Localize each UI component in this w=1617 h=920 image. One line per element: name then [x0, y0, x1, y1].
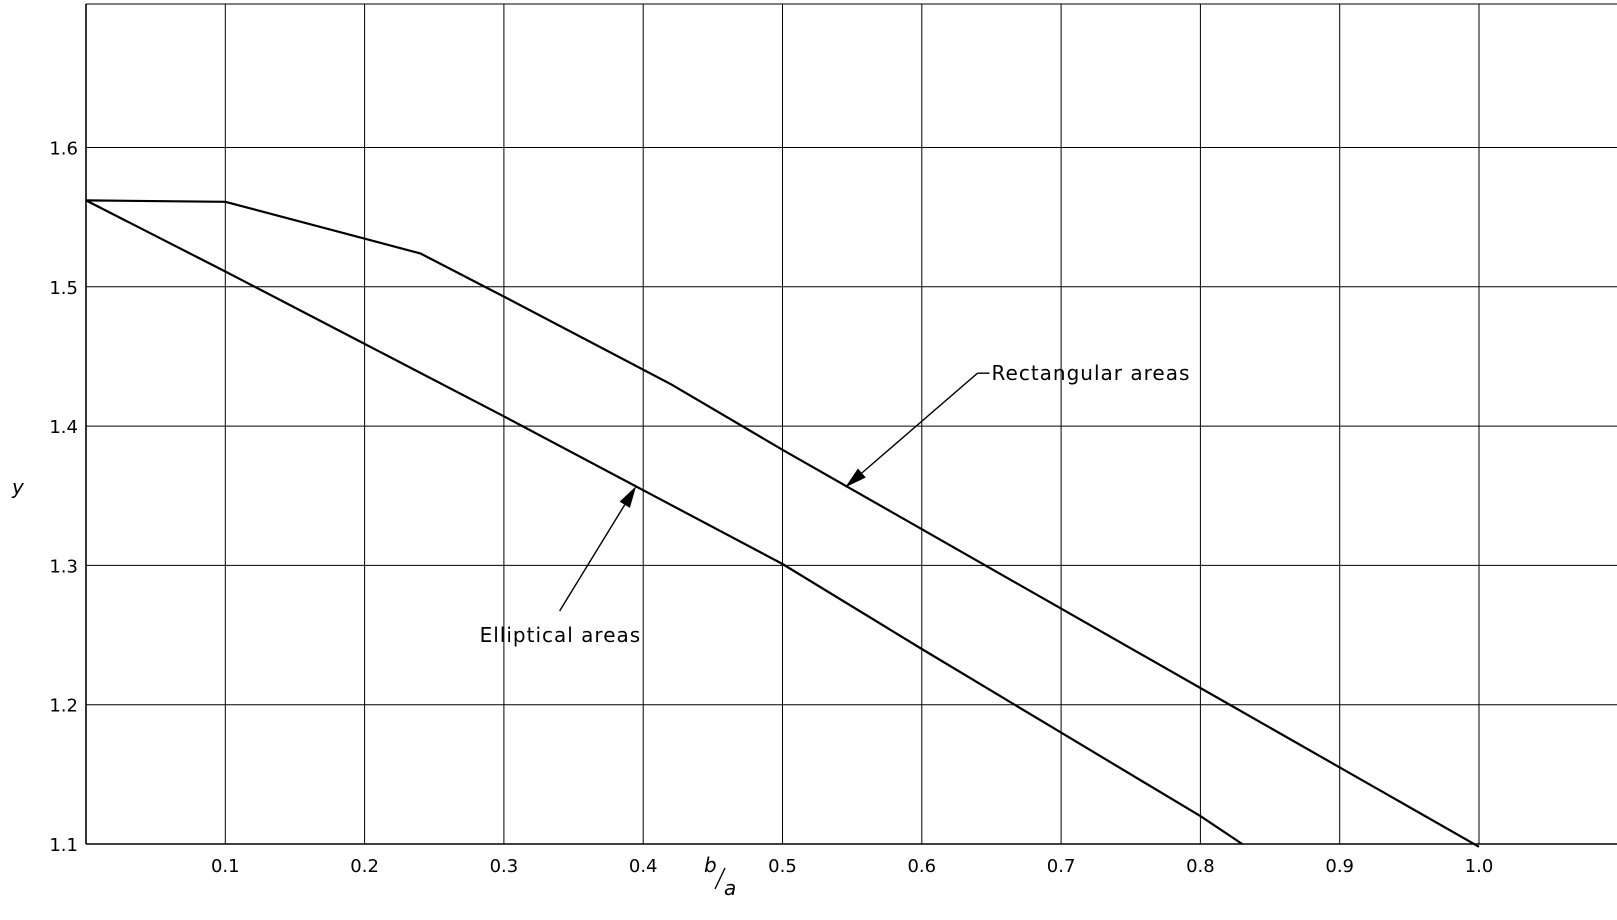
- rectangular-areas-line: [85, 199, 1480, 848]
- y-tick-label: 1.5: [49, 278, 78, 299]
- x-tick-label: 0.2: [350, 856, 379, 877]
- x-axis-label: b a: [704, 853, 736, 900]
- x-tick-label: 0.4: [629, 856, 658, 877]
- elliptical-areas-label: Elliptical areas: [480, 623, 642, 647]
- y-tick-label: 1.6: [49, 139, 78, 160]
- x-tick-label: 0.3: [490, 856, 519, 877]
- tick-labels: 0.1 0.2 0.3 0.4 0.5 0.6 0.7 0.8 0.9 1.0 1.1 1.2 1.3 1…: [49, 139, 1493, 878]
- x-tick-label: 0.6: [907, 856, 936, 877]
- y-tick-label: 1.1: [49, 835, 78, 856]
- x-axis-label-slash: [714, 867, 726, 890]
- rectangular-areas-label: Rectangular areas: [992, 361, 1191, 385]
- series-group: [85, 199, 1480, 848]
- x-tick-label: 0.5: [768, 856, 797, 877]
- y-tick-label: 1.4: [49, 417, 78, 438]
- x-tick-label: 1.0: [1465, 856, 1494, 877]
- elliptical-areas-arrowhead: [619, 485, 637, 508]
- x-tick-label: 0.9: [1325, 856, 1354, 877]
- elliptical-areas-line: [85, 199, 1243, 845]
- x-tick-label: 0.7: [1047, 856, 1076, 877]
- y-tick-label: 1.3: [49, 556, 78, 577]
- y-tick-label: 1.2: [49, 696, 78, 717]
- x-axis-label-numerator: b: [704, 853, 717, 877]
- grid: [86, 3, 1617, 844]
- annotations: Rectangular areas Elliptical areas: [480, 361, 1191, 647]
- x-tick-label: 0.1: [211, 856, 240, 877]
- y-axis-label: y: [11, 475, 25, 499]
- x-tick-label: 0.8: [1186, 856, 1215, 877]
- rectangular-areas-leader: [861, 372, 978, 474]
- rectangular-areas-arrowhead: [845, 468, 866, 488]
- elliptical-areas-leader: [559, 504, 626, 612]
- axes: [85, 4, 1617, 845]
- x-axis-label-denominator: a: [724, 876, 736, 900]
